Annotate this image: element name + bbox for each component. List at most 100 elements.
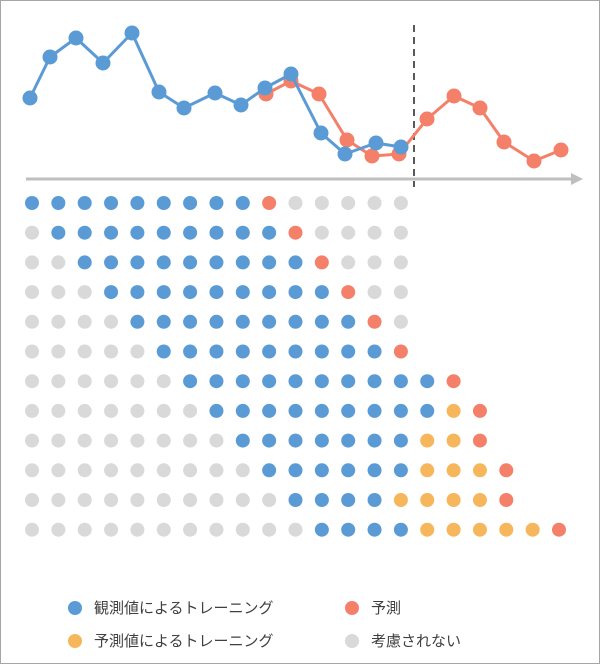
forecast-series-point bbox=[526, 153, 542, 169]
grid-dot-ignored bbox=[51, 522, 66, 537]
grid-dot-ignored bbox=[51, 314, 66, 329]
forecast-series-point bbox=[472, 100, 488, 116]
grid-dot-forecast bbox=[499, 463, 514, 478]
grid-dot-ignored bbox=[262, 493, 277, 507]
grid-dot-forecast bbox=[552, 522, 566, 537]
grid-dot-observed bbox=[130, 314, 145, 329]
legend-predicted-training-dot bbox=[68, 633, 82, 648]
grid-dot-observed bbox=[156, 314, 171, 329]
legend-predicted-training: 予測値によるトレーニング bbox=[68, 630, 274, 651]
grid-dot-observed bbox=[235, 285, 250, 300]
grid-dot-forecast bbox=[314, 255, 329, 270]
grid-dot-ignored bbox=[51, 255, 66, 270]
grid-dot-observed bbox=[288, 255, 303, 270]
grid-dot-observed bbox=[156, 196, 171, 210]
grid-dot-observed bbox=[156, 344, 171, 359]
grid-dot-predicted_training bbox=[446, 493, 461, 507]
grid-dot-ignored bbox=[104, 522, 119, 537]
grid-dot-observed bbox=[235, 374, 250, 389]
grid-dot-ignored bbox=[130, 403, 145, 418]
grid-dot-observed bbox=[130, 285, 145, 300]
grid-dot-observed bbox=[341, 493, 356, 507]
grid-dot-ignored bbox=[77, 285, 92, 300]
grid-dot-observed bbox=[262, 403, 277, 418]
grid-dot-ignored bbox=[183, 463, 198, 478]
grid-dot-observed bbox=[367, 403, 382, 418]
grid-dot-observed bbox=[209, 344, 224, 359]
grid-dot-observed bbox=[314, 522, 329, 537]
grid-dot-ignored bbox=[156, 493, 171, 507]
grid-dot-observed bbox=[367, 374, 382, 389]
grid-dot-forecast bbox=[499, 493, 514, 507]
grid-dot-observed bbox=[367, 493, 382, 507]
grid-dot-ignored bbox=[77, 463, 92, 478]
grid-dot-ignored bbox=[51, 374, 66, 389]
observed-series-point bbox=[393, 139, 409, 155]
grid-dot-observed bbox=[235, 225, 250, 240]
grid-dot-observed bbox=[288, 463, 303, 478]
grid-dot-ignored bbox=[130, 433, 145, 448]
grid-dot-predicted_training bbox=[446, 433, 461, 448]
grid-dot-ignored bbox=[25, 255, 39, 270]
grid-dot-forecast bbox=[262, 196, 277, 210]
grid-dot-ignored bbox=[183, 522, 198, 537]
grid-dot-observed bbox=[156, 285, 171, 300]
grid-dot-observed bbox=[156, 225, 171, 240]
grid-dot-ignored bbox=[156, 433, 171, 448]
grid-dot-ignored bbox=[209, 463, 224, 478]
observed-series-point bbox=[257, 80, 273, 96]
grid-dot-observed bbox=[341, 403, 356, 418]
grid-dot-ignored bbox=[156, 403, 171, 418]
forecast-series-point bbox=[496, 134, 512, 150]
grid-dot-ignored bbox=[130, 522, 145, 537]
observed-series-point bbox=[207, 85, 223, 101]
grid-dot-predicted_training bbox=[446, 463, 461, 478]
axis-arrow-icon bbox=[571, 173, 583, 185]
grid-dot-ignored bbox=[367, 196, 382, 210]
grid-dot-ignored bbox=[77, 493, 92, 507]
grid-dot-predicted_training bbox=[446, 403, 461, 418]
grid-dot-forecast bbox=[472, 403, 487, 418]
grid-dot-observed bbox=[235, 403, 250, 418]
diagram-svg bbox=[22, 25, 583, 537]
grid-dot-observed bbox=[288, 433, 303, 448]
grid-dot-observed bbox=[262, 255, 277, 270]
grid-dot-ignored bbox=[209, 433, 224, 448]
grid-dot-ignored bbox=[288, 522, 303, 537]
grid-dot-ignored bbox=[393, 225, 408, 240]
observed-series-point bbox=[95, 55, 111, 71]
grid-dot-ignored bbox=[25, 374, 39, 389]
grid-dot-observed bbox=[393, 522, 408, 537]
grid-dot-observed bbox=[183, 314, 198, 329]
observed-series-point bbox=[283, 66, 299, 82]
grid-dot-ignored bbox=[25, 493, 39, 507]
grid-dot-observed bbox=[209, 403, 224, 418]
grid-dot-observed bbox=[235, 433, 250, 448]
grid-dot-observed bbox=[130, 255, 145, 270]
grid-dot-observed bbox=[130, 196, 145, 210]
legend-predicted-training-label: 予測値によるトレーニング bbox=[94, 632, 274, 650]
grid-dot-ignored bbox=[51, 403, 66, 418]
grid-dot-observed bbox=[341, 522, 356, 537]
grid-dot-ignored bbox=[183, 493, 198, 507]
observed-series-point bbox=[176, 100, 192, 116]
legend-ignored: 考慮されない bbox=[345, 630, 461, 651]
grid-dot-ignored bbox=[209, 522, 224, 537]
grid-dot-observed bbox=[367, 522, 382, 537]
observed-series-point bbox=[42, 49, 58, 65]
observed-series-point bbox=[368, 135, 384, 151]
grid-dot-ignored bbox=[262, 522, 277, 537]
grid-dot-ignored bbox=[77, 314, 92, 329]
grid-dot-observed bbox=[235, 255, 250, 270]
grid-dot-predicted_training bbox=[525, 522, 540, 537]
grid-dot-observed bbox=[235, 196, 250, 210]
grid-dot-ignored bbox=[130, 344, 145, 359]
grid-dot-observed bbox=[367, 344, 382, 359]
grid-dot-observed bbox=[314, 403, 329, 418]
grid-dot-observed bbox=[183, 374, 198, 389]
grid-dot-observed bbox=[262, 314, 277, 329]
grid-dot-observed bbox=[156, 255, 171, 270]
observed-series-point bbox=[22, 90, 38, 106]
grid-dot-observed bbox=[262, 285, 277, 300]
